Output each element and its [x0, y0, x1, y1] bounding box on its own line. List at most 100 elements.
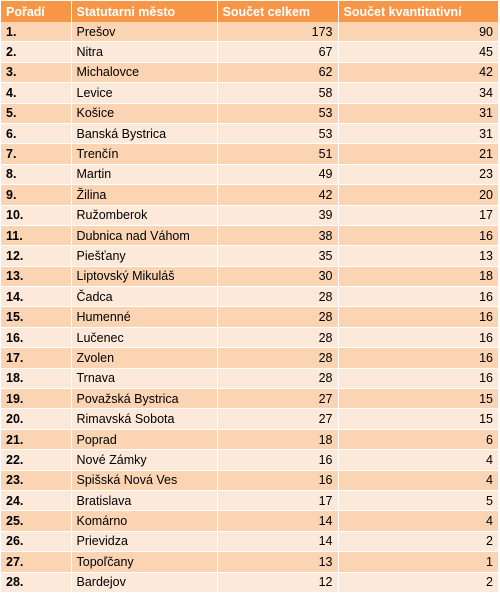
city-cell: Prievidza — [71, 531, 218, 553]
quant-cell: 4 — [338, 510, 498, 532]
city-cell: Čadca — [71, 286, 218, 308]
quant-cell: 1 — [338, 551, 498, 573]
rank-cell: 9. — [1, 184, 72, 206]
total-cell: 28 — [217, 347, 339, 369]
city-cell: Rimavská Sobota — [71, 408, 218, 430]
table-row: 12. Piešťany 35 13 — [1, 245, 498, 267]
city-cell: Levice — [71, 82, 218, 104]
quant-cell: 21 — [338, 143, 498, 165]
rank-cell: 16. — [1, 327, 72, 349]
city-cell: Bratislava — [71, 490, 218, 512]
quant-cell: 5 — [338, 490, 498, 512]
city-cell: Ružomberok — [71, 205, 218, 226]
rank-cell: 26. — [1, 531, 72, 553]
rank-cell: 18. — [1, 368, 72, 390]
table-row: 1. Prešov 173 90 — [1, 22, 498, 43]
table-header: Pořadí Statutarni město Součet celkem So… — [1, 1, 498, 22]
city-cell: Michalovce — [71, 62, 218, 84]
table-row: 27. Topoľčany 13 1 — [1, 551, 498, 573]
rank-cell: 19. — [1, 388, 72, 410]
rank-cell: 23. — [1, 470, 72, 491]
table-row: 6. Banská Bystrica 53 31 — [1, 123, 498, 145]
city-cell: Zvolen — [71, 347, 218, 369]
quant-cell: 6 — [338, 429, 498, 451]
table-row: 8. Martin 49 23 — [1, 164, 498, 186]
quant-cell: 18 — [338, 266, 498, 288]
rank-cell: 12. — [1, 245, 72, 267]
total-cell: 28 — [217, 306, 339, 328]
table-row: 15. Humenné 28 16 — [1, 306, 498, 328]
total-cell: 27 — [217, 388, 339, 410]
city-cell: Košice — [71, 103, 218, 124]
quant-cell: 4 — [338, 470, 498, 491]
city-cell: Považská Bystrica — [71, 388, 218, 410]
city-cell: Banská Bystrica — [71, 123, 218, 145]
quant-cell: 42 — [338, 62, 498, 84]
header-quant: Součet kvantitativní — [338, 1, 498, 22]
city-cell: Žilina — [71, 184, 218, 206]
rank-cell: 4. — [1, 82, 72, 104]
table-row: 19. Považská Bystrica 27 15 — [1, 388, 498, 410]
total-cell: 38 — [217, 225, 339, 247]
city-cell: Trenčín — [71, 143, 218, 165]
city-cell: Nové Zámky — [71, 449, 218, 471]
total-cell: 16 — [217, 449, 339, 471]
rank-cell: 25. — [1, 510, 72, 532]
total-cell: 67 — [217, 41, 339, 63]
total-cell: 49 — [217, 164, 339, 186]
rank-cell: 14. — [1, 286, 72, 308]
city-cell: Lučenec — [71, 327, 218, 349]
city-cell: Piešťany — [71, 245, 218, 267]
total-cell: 53 — [217, 123, 339, 145]
city-cell: Humenné — [71, 306, 218, 328]
city-cell: Spišská Nová Ves — [71, 470, 218, 491]
table-row: 17. Zvolen 28 16 — [1, 347, 498, 369]
table-row: 18. Trnava 28 16 — [1, 368, 498, 390]
table-row: 24. Bratislava 17 5 — [1, 490, 498, 512]
city-cell: Liptovský Mikuláš — [71, 266, 218, 288]
city-cell: Martin — [71, 164, 218, 186]
rank-cell: 27. — [1, 551, 72, 573]
total-cell: 42 — [217, 184, 339, 206]
total-cell: 28 — [217, 286, 339, 308]
header-city: Statutarni město — [71, 1, 218, 22]
header-total: Součet celkem — [217, 1, 339, 22]
total-cell: 35 — [217, 245, 339, 267]
total-cell: 62 — [217, 62, 339, 84]
table-row: 10. Ružomberok 39 17 — [1, 205, 498, 226]
table-body: 1. Prešov 173 90 2. Nitra 67 45 3. Michalovce 62 42… — [1, 22, 498, 593]
rank-cell: 6. — [1, 123, 72, 145]
rank-cell: 20. — [1, 408, 72, 430]
quant-cell: 16 — [338, 327, 498, 349]
quant-cell: 15 — [338, 388, 498, 410]
total-cell: 30 — [217, 266, 339, 288]
table-row: 2. Nitra 67 45 — [1, 41, 498, 63]
total-cell: 51 — [217, 143, 339, 165]
quant-cell: 45 — [338, 41, 498, 63]
quant-cell: 16 — [338, 225, 498, 247]
table-row: 23. Spišská Nová Ves 16 4 — [1, 470, 498, 491]
total-cell: 18 — [217, 429, 339, 451]
table-row: 28. Bardejov 12 2 — [1, 572, 498, 593]
city-cell: Nitra — [71, 41, 218, 63]
city-cell: Bardejov — [71, 572, 218, 593]
total-cell: 13 — [217, 551, 339, 573]
total-cell: 27 — [217, 408, 339, 430]
city-cell: Trnava — [71, 368, 218, 390]
quant-cell: 23 — [338, 164, 498, 186]
table-row: 25. Komárno 14 4 — [1, 510, 498, 532]
header-rank: Pořadí — [1, 1, 72, 22]
quant-cell: 16 — [338, 347, 498, 369]
rank-cell: 1. — [1, 22, 72, 43]
quant-cell: 2 — [338, 531, 498, 553]
total-cell: 173 — [217, 22, 339, 43]
quant-cell: 31 — [338, 123, 498, 145]
quant-cell: 16 — [338, 368, 498, 390]
rank-cell: 24. — [1, 490, 72, 512]
rank-cell: 28. — [1, 572, 72, 593]
rank-cell: 10. — [1, 205, 72, 226]
quant-cell: 16 — [338, 306, 498, 328]
table-row: 3. Michalovce 62 42 — [1, 62, 498, 84]
table-row: 20. Rimavská Sobota 27 15 — [1, 408, 498, 430]
table-row: 14. Čadca 28 16 — [1, 286, 498, 308]
